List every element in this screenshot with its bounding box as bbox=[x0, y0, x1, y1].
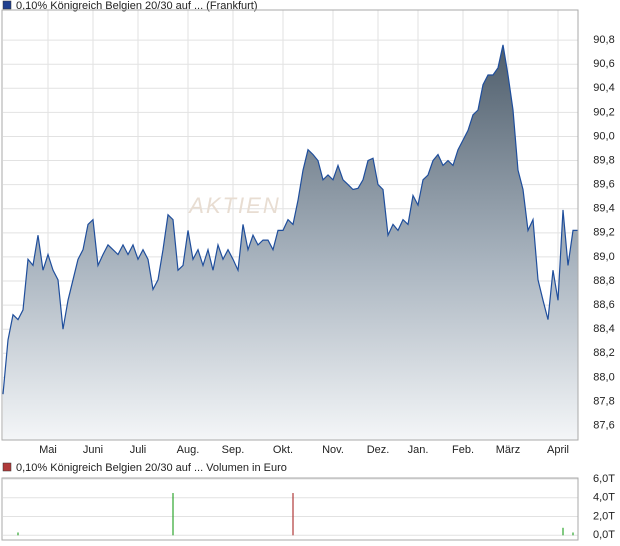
x-tick-label: März bbox=[496, 444, 520, 456]
y-tick-label: 0,0T bbox=[593, 529, 615, 541]
price-line bbox=[2, 44, 578, 395]
y-tick-label: 88,2 bbox=[593, 347, 614, 359]
y-tick-label: 89,8 bbox=[593, 154, 614, 166]
y-tick-label: 89,0 bbox=[593, 251, 614, 263]
y-tick-label: 89,4 bbox=[593, 203, 614, 215]
y-tick-label: 4,0T bbox=[593, 492, 615, 504]
y-tick-label: 87,6 bbox=[593, 419, 614, 431]
y-tick-label: 89,2 bbox=[593, 227, 614, 239]
y-tick-label: 89,6 bbox=[593, 179, 614, 191]
legend-label: 0,10% Königreich Belgien 20/30 auf ... V… bbox=[16, 462, 287, 474]
area-fill bbox=[3, 44, 578, 441]
x-tick-label: Aug. bbox=[177, 444, 200, 456]
legend-swatch bbox=[2, 0, 12, 10]
volume-bar bbox=[292, 493, 294, 536]
volume-bar bbox=[172, 493, 174, 536]
y-tick-label: 88,6 bbox=[593, 299, 614, 311]
x-tick-label: Okt. bbox=[273, 444, 293, 456]
x-tick-label: Dez. bbox=[367, 444, 390, 456]
volume-bar bbox=[572, 532, 574, 536]
volume-bar bbox=[17, 532, 19, 536]
x-tick-label: April bbox=[547, 444, 569, 456]
x-tick-label: Sep. bbox=[222, 444, 245, 456]
y-tick-label: 90,2 bbox=[593, 106, 614, 118]
y-tick-label: 90,8 bbox=[593, 34, 614, 46]
y-tick-label: 88,8 bbox=[593, 275, 614, 287]
legend-swatch bbox=[2, 462, 12, 472]
x-tick-label: Juli bbox=[130, 444, 147, 456]
x-tick-label: Mai bbox=[39, 444, 57, 456]
x-tick-label: Jan. bbox=[408, 444, 429, 456]
y-tick-label: 88,4 bbox=[593, 323, 614, 335]
plot-frame bbox=[1, 477, 579, 541]
y-tick-label: 88,0 bbox=[593, 371, 614, 383]
x-tick-label: Juni bbox=[83, 444, 103, 456]
y-tick-label: 6,0T bbox=[593, 473, 615, 485]
y-tick-label: 90,4 bbox=[593, 82, 614, 94]
legend-label: 0,10% Königreich Belgien 20/30 auf ... (… bbox=[16, 0, 258, 12]
volume-panel: 0,10% Königreich Belgien 20/30 auf ... V… bbox=[1, 462, 615, 541]
watermark: AKTIEN bbox=[187, 193, 280, 218]
x-tick-label: Nov. bbox=[322, 444, 344, 456]
price-panel: 0,10% Königreich Belgien 20/30 auf ... (… bbox=[1, 0, 615, 456]
plot-frame bbox=[1, 9, 579, 441]
y-tick-label: 90,0 bbox=[593, 130, 614, 142]
volume-bar bbox=[562, 527, 564, 536]
y-tick-label: 90,6 bbox=[593, 58, 614, 70]
y-tick-label: 2,0T bbox=[593, 510, 615, 522]
x-tick-label: Feb. bbox=[452, 444, 474, 456]
y-tick-label: 87,8 bbox=[593, 395, 614, 407]
